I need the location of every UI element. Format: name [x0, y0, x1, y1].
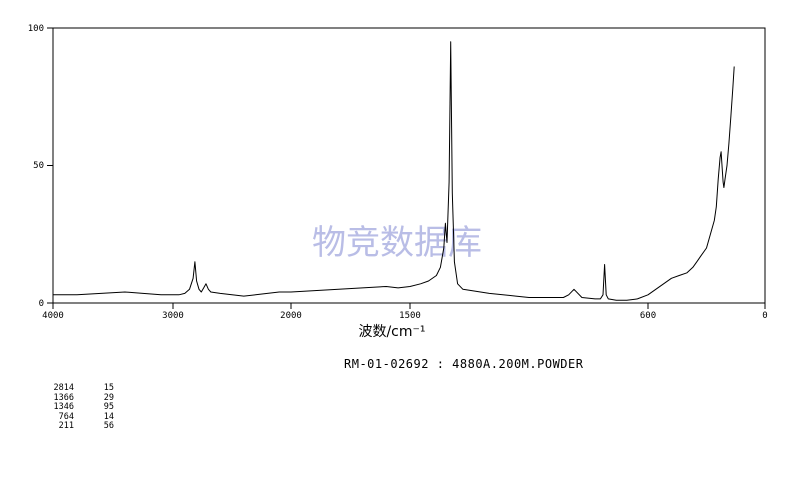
- x-axis: 4000 3000 2000 1500 600 0: [42, 303, 768, 321]
- peak-wavenumber: 211: [58, 421, 74, 431]
- peak-intensity: 14: [103, 411, 114, 422]
- sample-id: RM-01-02692 : 4880A.200M.POWDER: [344, 357, 584, 371]
- y-axis: 100 50 0: [28, 24, 53, 309]
- peak-row: 211 56: [44, 421, 114, 432]
- peak-wavenumber: 764: [58, 411, 74, 422]
- x-tick-label-0: 0: [762, 311, 767, 321]
- peak-row: 1346 95: [44, 402, 114, 413]
- x-tick-label-2000: 2000: [280, 311, 302, 321]
- peak-wavenumber: 1346: [53, 402, 74, 412]
- x-tick-label-4000: 4000: [42, 311, 64, 321]
- y-tick-label-100: 100: [28, 24, 44, 34]
- x-tick-label-600: 600: [640, 311, 656, 321]
- peak-intensity: 56: [103, 421, 114, 431]
- peak-wavenumber: 1366: [53, 392, 74, 403]
- y-tick-label-0: 0: [39, 299, 44, 309]
- peak-row: 1366 29: [44, 392, 114, 404]
- x-tick-label-3000: 3000: [162, 311, 184, 321]
- spectrum-line: [53, 41, 735, 301]
- x-tick-label-1500: 1500: [399, 311, 421, 321]
- peak-intensity: 29: [103, 392, 114, 403]
- peak-row: 2814 15: [44, 383, 114, 394]
- x-axis-label: 波数/cm⁻¹: [358, 324, 425, 340]
- peak-row: 764 14: [44, 411, 114, 423]
- peak-intensity: 15: [103, 383, 114, 393]
- watermark: 物竞数据库: [312, 223, 482, 263]
- peak-table: 2814 15 1366 29 1346 95 764 14 211 56: [44, 383, 114, 432]
- peak-wavenumber: 2814: [53, 383, 74, 393]
- peak-intensity: 95: [103, 402, 114, 412]
- series-layer: [53, 41, 735, 301]
- y-tick-label-50: 50: [33, 161, 44, 171]
